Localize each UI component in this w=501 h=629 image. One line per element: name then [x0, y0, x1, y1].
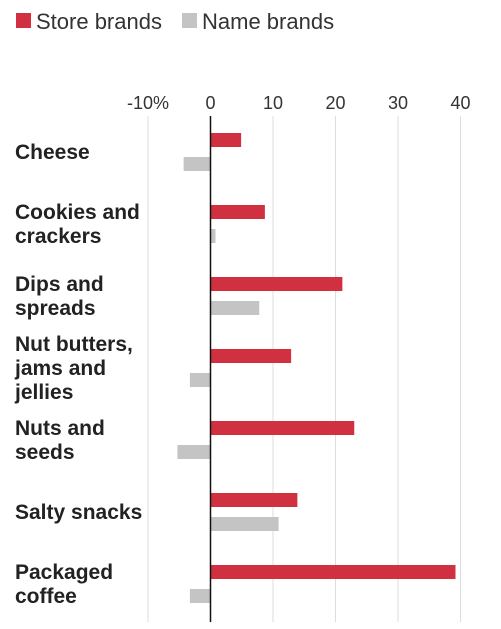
tick-label-0: -10% — [127, 93, 169, 113]
category-labels: Cheese Cookies and crackers Dips and spreads… — [14, 141, 142, 608]
bar-2-1 — [210, 301, 260, 315]
category-label-2: Dips and spreads — [15, 273, 104, 320]
legend-label-0: Store brands — [36, 9, 162, 34]
bar-1-1 — [210, 229, 216, 243]
category-label-6: Packaged coffee — [15, 561, 113, 608]
bar-6-0 — [210, 565, 456, 579]
category-label-1: Cookies and crackers — [15, 201, 140, 248]
bar-0-0 — [210, 133, 242, 147]
bar-2-0 — [210, 277, 343, 291]
tick-label-1: 0 — [205, 93, 215, 113]
category-label-3: Nut butters, jams and jellies — [14, 333, 133, 404]
x-axis-ticks: -10% 0 10 20 30 40 — [127, 93, 471, 113]
category-label-0: Cheese — [15, 141, 90, 164]
bars — [177, 133, 456, 603]
bar-5-0 — [210, 493, 298, 507]
bar-4-1 — [177, 445, 211, 459]
category-label-5: Salty snacks — [15, 501, 142, 524]
tick-label-4: 30 — [388, 93, 408, 113]
bar-4-0 — [210, 421, 355, 435]
legend-label-1: Name brands — [202, 9, 334, 34]
legend: Store brands Name brands — [16, 9, 334, 34]
gridlines — [147, 116, 461, 622]
bar-3-0 — [210, 349, 292, 363]
bar-1-0 — [210, 205, 265, 219]
bar-3-1 — [189, 373, 211, 387]
legend-swatch-0 — [16, 13, 31, 28]
bar-0-1 — [183, 157, 211, 171]
legend-swatch-1 — [182, 13, 197, 28]
tick-label-5: 40 — [450, 93, 470, 113]
category-label-4: Nuts and seeds — [15, 417, 105, 464]
bar-6-1 — [189, 589, 211, 603]
tick-label-2: 10 — [263, 93, 283, 113]
bar-5-1 — [210, 517, 279, 531]
tick-label-3: 20 — [325, 93, 345, 113]
